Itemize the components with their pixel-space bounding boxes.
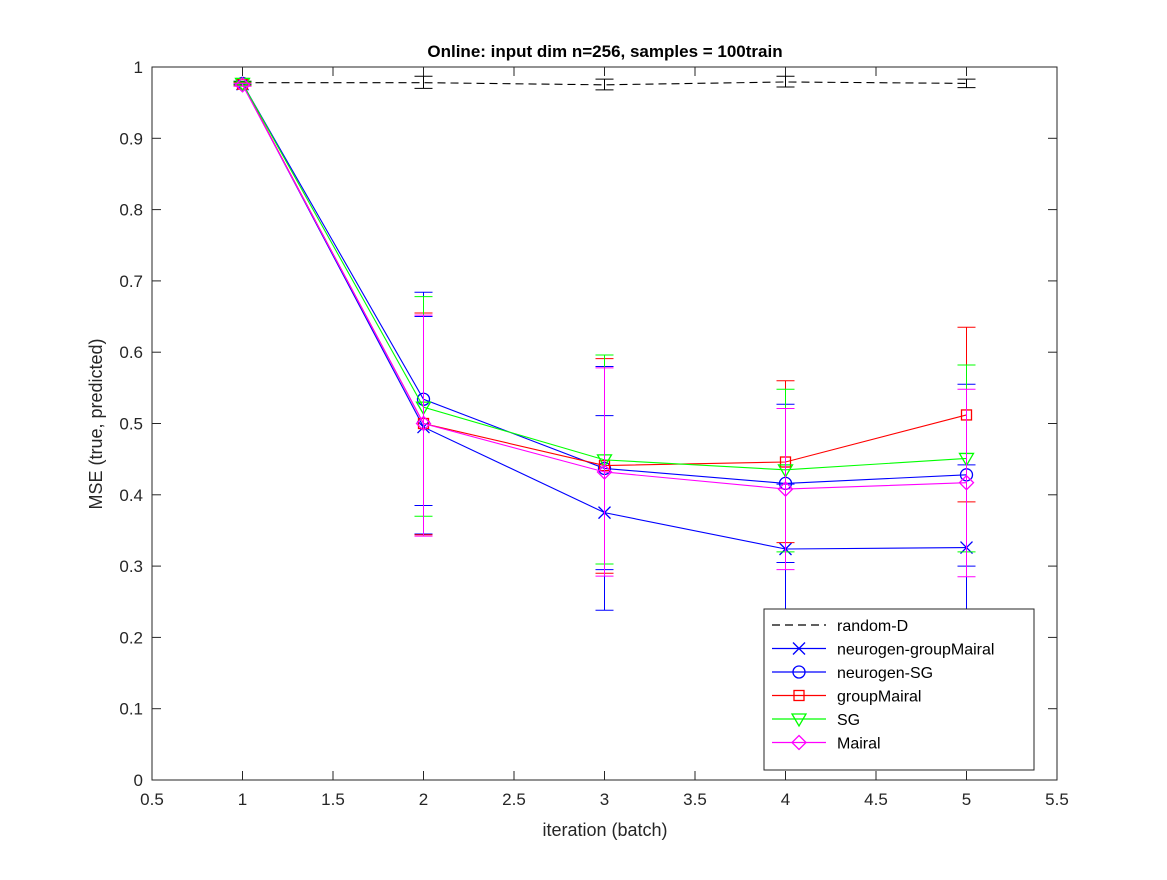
y-tick-label: 0.1	[119, 700, 143, 719]
data-point	[596, 464, 613, 480]
legend-marker	[790, 713, 808, 728]
y-tick-label: 0.2	[119, 628, 143, 647]
legend-label: neurogen-SG	[837, 665, 933, 682]
y-tick-label: 0.3	[119, 557, 143, 576]
y-tick-label: 0	[134, 771, 143, 790]
data-point	[415, 415, 432, 432]
y-tick-label: 0.9	[119, 129, 143, 148]
legend-item: Mairal	[772, 734, 881, 753]
x-tick-label: 3	[600, 790, 609, 809]
x-axis-label: iteration (batch)	[542, 820, 667, 840]
legend-label: random-D	[837, 618, 908, 635]
series-line	[242, 84, 967, 490]
legend-marker	[792, 665, 806, 679]
series-Mairal	[233, 76, 976, 578]
legend-label: groupMairal	[837, 689, 921, 706]
legend-item: random-D	[772, 618, 908, 635]
x-tick-label: 0.5	[140, 790, 164, 809]
y-axis-label: MSE (true, predicted)	[86, 338, 106, 509]
legend-label: SG	[837, 712, 860, 729]
legend-marker	[792, 642, 806, 655]
legend-label: neurogen-groupMairal	[837, 642, 994, 659]
chart-title: Online: input dim n=256, samples = 100tr…	[427, 42, 782, 61]
legend-box	[763, 608, 1035, 771]
legend-item: SG	[772, 712, 860, 729]
legend-marker	[793, 689, 805, 702]
y-tick-label: 0.5	[119, 415, 143, 434]
data-point	[777, 481, 794, 498]
legend-item: neurogen-SG	[772, 665, 933, 682]
y-tick-label: 0.4	[119, 486, 143, 505]
x-tick-label: 4	[781, 790, 790, 809]
x-tick-label: 1.5	[321, 790, 345, 809]
x-tick-label: 1	[238, 790, 247, 809]
y-tick-label: 0.6	[119, 343, 143, 362]
legend: random-D neurogen-groupMairal neurogen-SG g…	[763, 608, 1035, 771]
y-tick-label: 0.8	[119, 201, 143, 220]
x-tick-label: 5.5	[1045, 790, 1069, 809]
x-tick-label: 4.5	[864, 790, 888, 809]
x-tick-label: 5	[962, 790, 971, 809]
series-line	[242, 81, 967, 86]
data-point	[234, 76, 251, 93]
legend-item: neurogen-groupMairal	[772, 642, 994, 659]
legend-item: groupMairal	[772, 689, 921, 706]
legend-label: Mairal	[837, 736, 881, 753]
y-tick-label: 1	[134, 58, 143, 77]
x-tick-label: 2	[419, 790, 428, 809]
legend-marker	[791, 734, 807, 751]
y-tick-label: 0.7	[119, 272, 143, 291]
data-point	[958, 474, 975, 491]
x-tick-label: 2.5	[502, 790, 526, 809]
x-tick-label: 3.5	[683, 790, 707, 809]
